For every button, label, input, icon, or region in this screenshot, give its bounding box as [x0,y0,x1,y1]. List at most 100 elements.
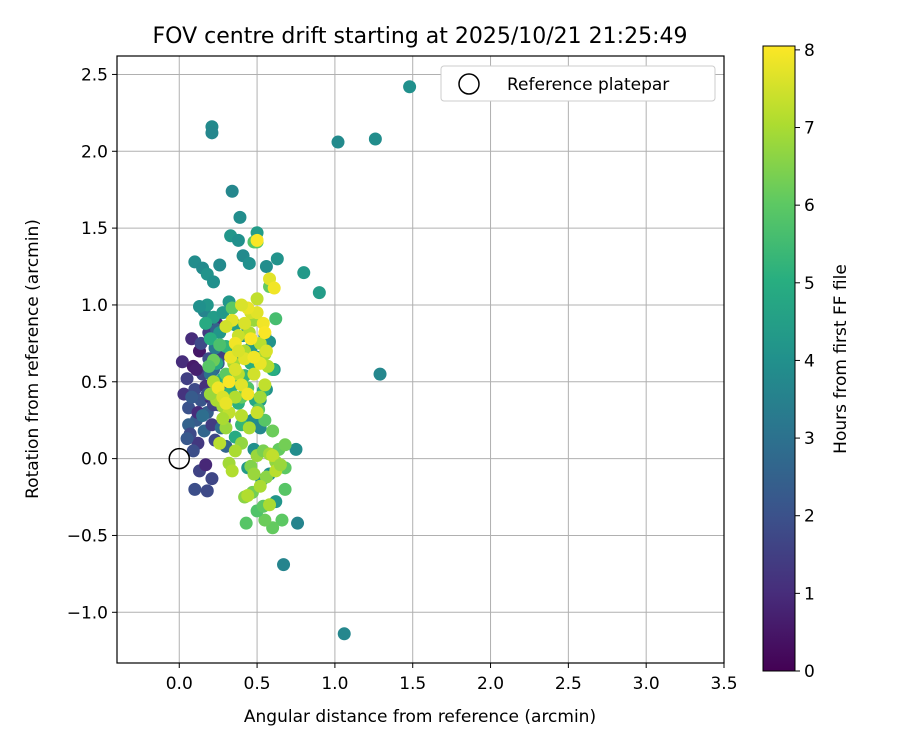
data-point [267,281,281,295]
data-point [175,355,189,369]
y-tick-label: 1.5 [81,219,108,239]
data-point [188,482,202,496]
x-axis-ticks: 0.0 0.5 1.0 1.5 2.0 2.5 3.0 3.5 [166,663,738,694]
x-gridlines [178,56,725,663]
x-tick-label: 0.5 [244,674,271,694]
data-point [247,467,261,481]
data-point [203,332,217,346]
y-tick-label: 0.0 [81,450,108,470]
data-point [368,132,382,146]
legend-reference-marker [458,73,480,95]
colorbar-tick-label: 8 [804,41,815,61]
y-tick-label: 1.0 [81,296,108,316]
data-point [228,362,242,376]
data-point [225,184,239,198]
data-point [235,378,249,392]
data-point [205,126,219,140]
x-tick-label: 3.5 [710,674,737,694]
colorbar-tick-label: 4 [804,351,815,371]
plot-frame [116,55,725,664]
data-point [239,516,253,530]
y-axis-ticks: −1.0 −0.5 0.0 0.5 1.0 1.5 2.0 2.5 [67,65,117,623]
data-point [200,484,214,498]
data-point [259,344,273,358]
colorbar: 0 1 2 3 4 5 6 7 8 Hours from first FF file [762,41,851,682]
data-point [270,252,284,266]
data-point [258,326,272,340]
data-point [228,390,242,404]
data-point [337,627,351,641]
colorbar-tick-label: 1 [804,584,815,604]
data-point [233,210,247,224]
y-tick-label: 0.5 [81,373,108,393]
data-point [266,424,280,438]
data-point [403,80,417,94]
chart-title: FOV centre drift starting at 2025/10/21 … [153,24,688,49]
colorbar-label: Hours from first FF file [831,264,851,454]
colorbar-tick-label: 2 [804,507,815,527]
data-point [278,482,292,496]
data-point [273,458,287,472]
x-tick-label: 1.5 [399,674,426,694]
data-point [241,488,255,502]
data-point [213,258,227,272]
y-tick-label: 2.0 [81,142,108,162]
colorbar-tick-label: 5 [804,274,815,294]
y-tick-label: −1.0 [67,603,108,623]
data-point [266,449,280,463]
data-point [331,135,345,149]
data-point [289,442,303,456]
data-point [189,362,203,376]
data-point [192,299,206,313]
colorbar-tick-label: 0 [804,662,815,682]
y-tick-label: −0.5 [67,526,108,546]
colorbar-tick-label: 7 [804,119,815,139]
x-axis-label: Angular distance from reference (arcmin) [244,707,596,727]
data-point [247,350,261,364]
data-point [185,390,199,404]
data-point [253,390,267,404]
data-point [186,444,200,458]
data-point [206,275,220,289]
data-point [196,409,210,423]
data-point [238,316,252,330]
data-point [231,344,245,358]
x-tick-label: 3.0 [633,674,660,694]
data-point [250,292,264,306]
colorbar-gradient [762,45,796,672]
data-point [250,233,264,247]
legend-reference-label: Reference platepar [507,75,669,95]
data-point [241,387,255,401]
data-point [199,316,213,330]
x-tick-label: 2.5 [555,674,582,694]
colorbar-tick-label: 6 [804,196,815,216]
data-point [259,260,273,274]
data-point [258,378,272,392]
data-point [373,367,387,381]
data-point [231,233,245,247]
data-point [244,332,258,346]
y-axis-label: Rotation from reference (arcmin) [23,219,43,499]
data-point [277,558,291,572]
data-point [312,286,326,300]
data-point [219,319,233,333]
data-point [205,472,219,486]
data-point [242,421,256,435]
data-point [202,359,216,373]
data-point [291,516,305,530]
data-point [258,513,272,527]
data-point [216,412,230,426]
x-tick-label: 0.0 [166,674,193,694]
legend-box [440,65,716,102]
data-point [213,338,227,352]
data-point [269,312,283,326]
data-point [297,266,311,280]
data-point [219,396,233,410]
colorbar-tick-label: 3 [804,429,815,449]
x-tick-label: 2.0 [477,674,504,694]
data-point [259,470,273,484]
data-points [175,80,417,641]
colorbar-ticks: 0 1 2 3 4 5 6 7 8 [795,41,815,682]
